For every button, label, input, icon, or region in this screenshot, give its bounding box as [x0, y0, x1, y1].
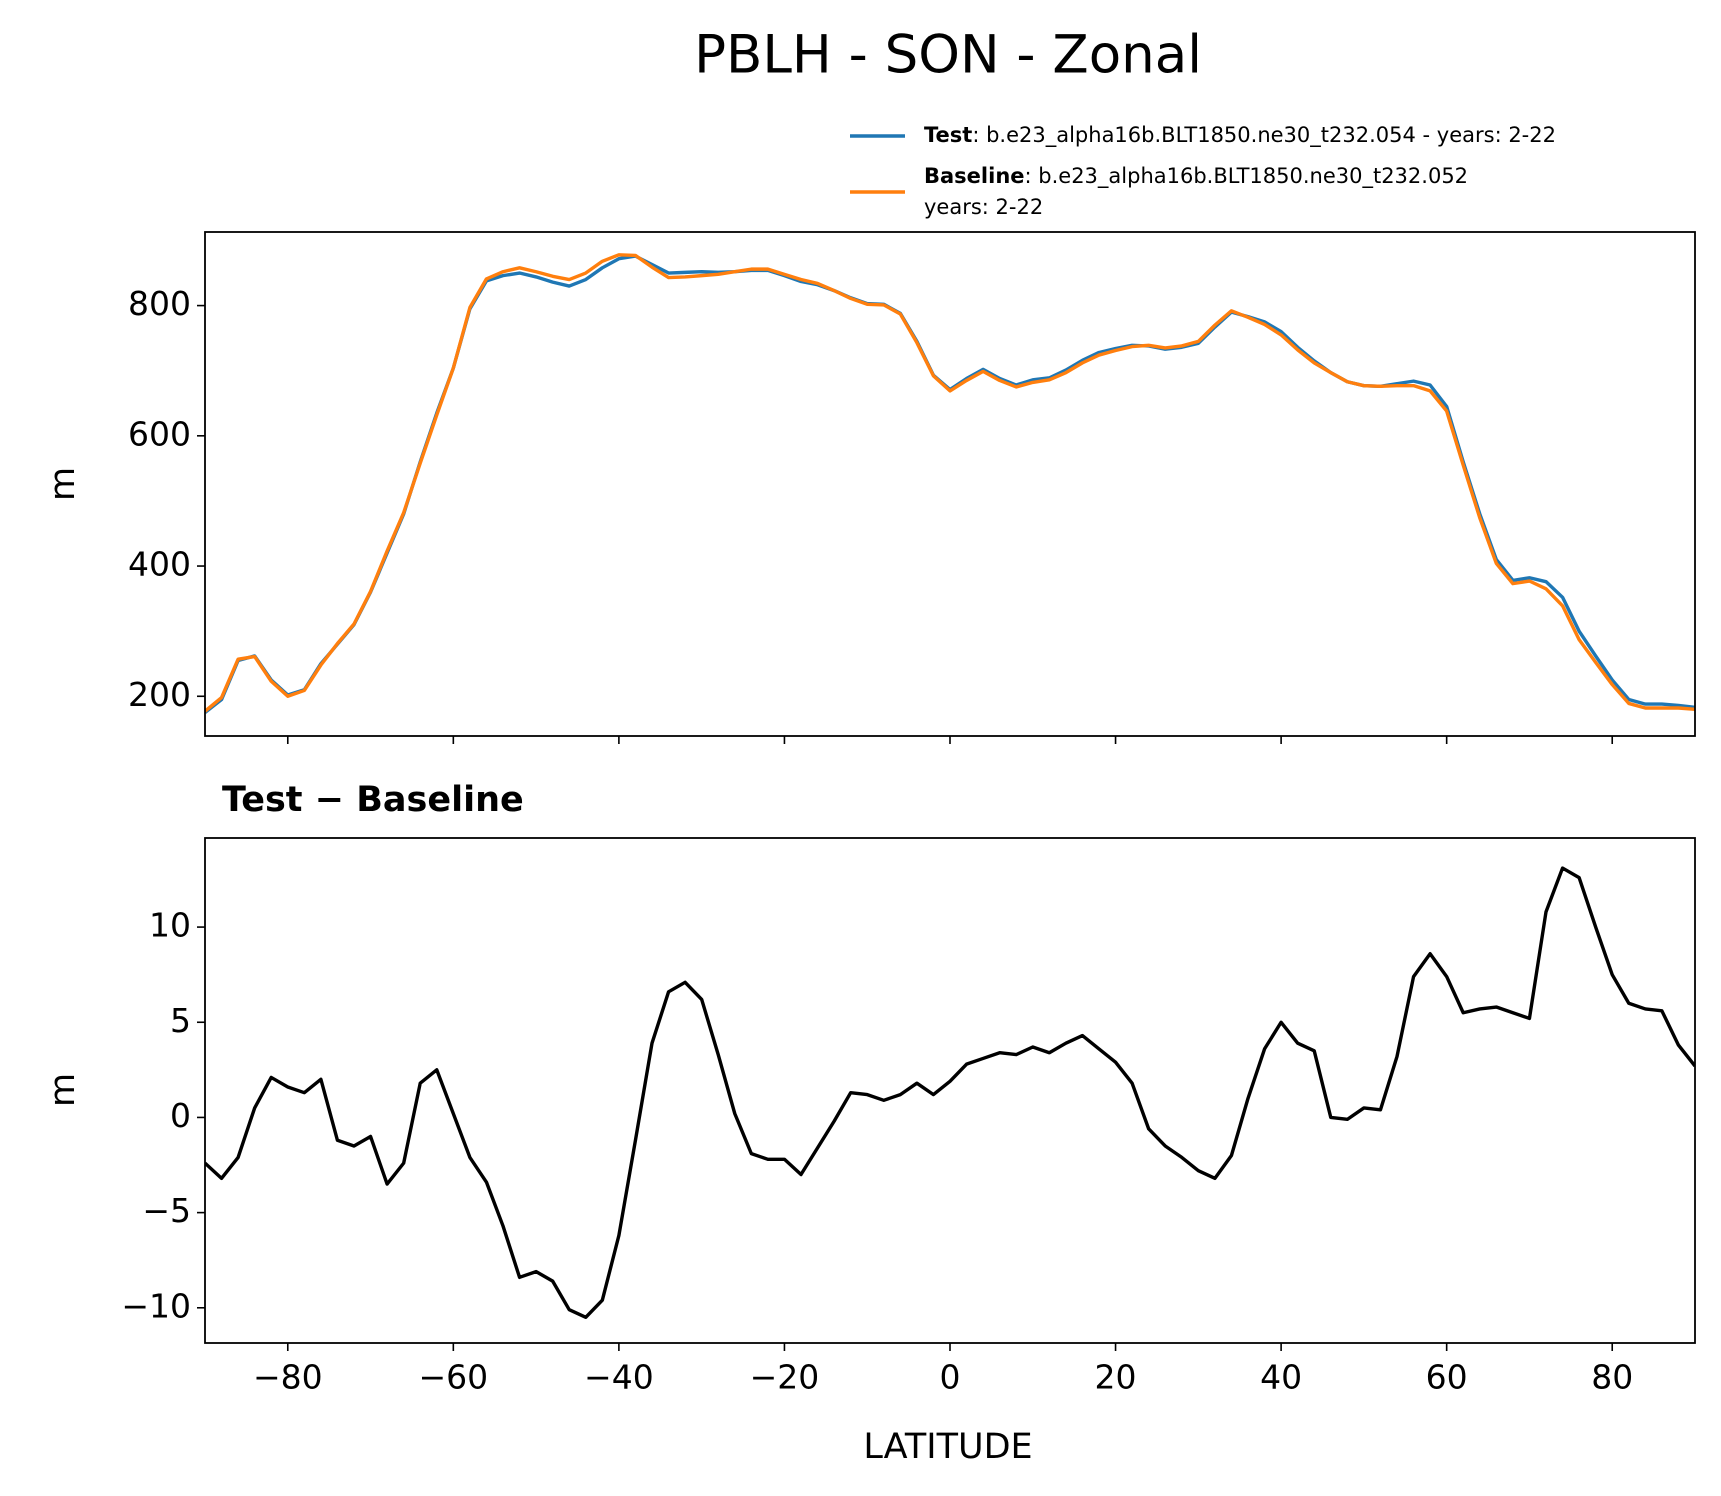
y-axis-label: m	[43, 467, 83, 501]
x-tick-label: 40	[1260, 1358, 1302, 1397]
legend-text: years: 2-22	[924, 195, 1043, 219]
y-tick-label: 5	[170, 1001, 191, 1040]
x-axis-label: LATITUDE	[863, 1427, 1032, 1467]
legend-text: Baseline: b.e23_alpha16b.BLT1850.ne30_t2…	[924, 164, 1468, 189]
data-line	[205, 253, 1695, 713]
x-tick-label: −20	[750, 1358, 820, 1397]
axes-frame	[204, 231, 1696, 737]
legend-name: Test	[924, 123, 972, 147]
y-tick-label: 200	[128, 675, 191, 714]
x-tick-label: −40	[584, 1358, 654, 1397]
x-tick-label: −80	[253, 1358, 323, 1397]
plot-area	[205, 866, 1695, 1319]
legend-description: years: 2-22	[924, 195, 1043, 219]
legend-name: Baseline	[924, 164, 1025, 188]
data-line	[205, 866, 1695, 1319]
plot-area	[205, 253, 1695, 714]
x-tick-label: 60	[1426, 1358, 1468, 1397]
subplot-title: Test − Baseline	[222, 780, 524, 820]
axes-frame	[204, 837, 1696, 1344]
y-axis-label: m	[43, 1073, 83, 1107]
y-tick-label: −10	[121, 1286, 191, 1325]
x-tick-label: 0	[940, 1358, 961, 1397]
legend-text: Test: b.e23_alpha16b.BLT1850.ne30_t232.0…	[924, 123, 1556, 148]
y-tick-label: 800	[128, 284, 191, 323]
x-tick-label: −60	[419, 1358, 489, 1397]
legend-description: : b.e23_alpha16b.BLT1850.ne30_t232.054 -…	[972, 123, 1556, 148]
x-tick-label: 80	[1591, 1358, 1633, 1397]
legend-description: : b.e23_alpha16b.BLT1850.ne30_t232.052	[1025, 164, 1469, 189]
x-tick-label: 20	[1095, 1358, 1137, 1397]
figure-title: PBLH - SON - Zonal	[694, 25, 1202, 86]
y-tick-label: −5	[142, 1191, 191, 1230]
y-tick-label: 10	[149, 906, 191, 945]
y-tick-label: 0	[170, 1096, 191, 1135]
y-tick-label: 600	[128, 414, 191, 453]
data-line	[205, 254, 1695, 714]
y-tick-label: 400	[128, 545, 191, 584]
